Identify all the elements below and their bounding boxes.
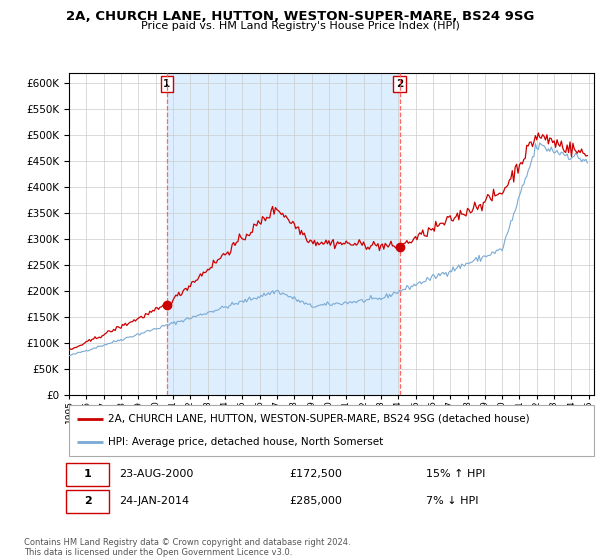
Text: 1: 1 [84,469,92,479]
Text: 24-JAN-2014: 24-JAN-2014 [119,496,189,506]
Text: Contains HM Land Registry data © Crown copyright and database right 2024.
This d: Contains HM Land Registry data © Crown c… [24,538,350,557]
Text: Price paid vs. HM Land Registry's House Price Index (HPI): Price paid vs. HM Land Registry's House … [140,21,460,31]
Bar [167,73,400,395]
Text: HPI: Average price, detached house, North Somerset: HPI: Average price, detached house, Nort… [109,437,383,447]
Text: 1: 1 [163,79,170,89]
Text: 2: 2 [396,79,403,89]
Text: 23-AUG-2000: 23-AUG-2000 [119,469,193,479]
Text: 15% ↑ HPI: 15% ↑ HPI [426,469,485,479]
Text: 2A, CHURCH LANE, HUTTON, WESTON-SUPER-MARE, BS24 9SG (detached house): 2A, CHURCH LANE, HUTTON, WESTON-SUPER-MA… [109,414,530,424]
Text: 2: 2 [84,496,92,506]
Text: £172,500: £172,500 [290,469,343,479]
FancyBboxPatch shape [67,490,109,513]
Text: £285,000: £285,000 [290,496,343,506]
Text: 2A, CHURCH LANE, HUTTON, WESTON-SUPER-MARE, BS24 9SG: 2A, CHURCH LANE, HUTTON, WESTON-SUPER-MA… [66,10,534,23]
Text: 7% ↓ HPI: 7% ↓ HPI [426,496,479,506]
FancyBboxPatch shape [67,463,109,486]
